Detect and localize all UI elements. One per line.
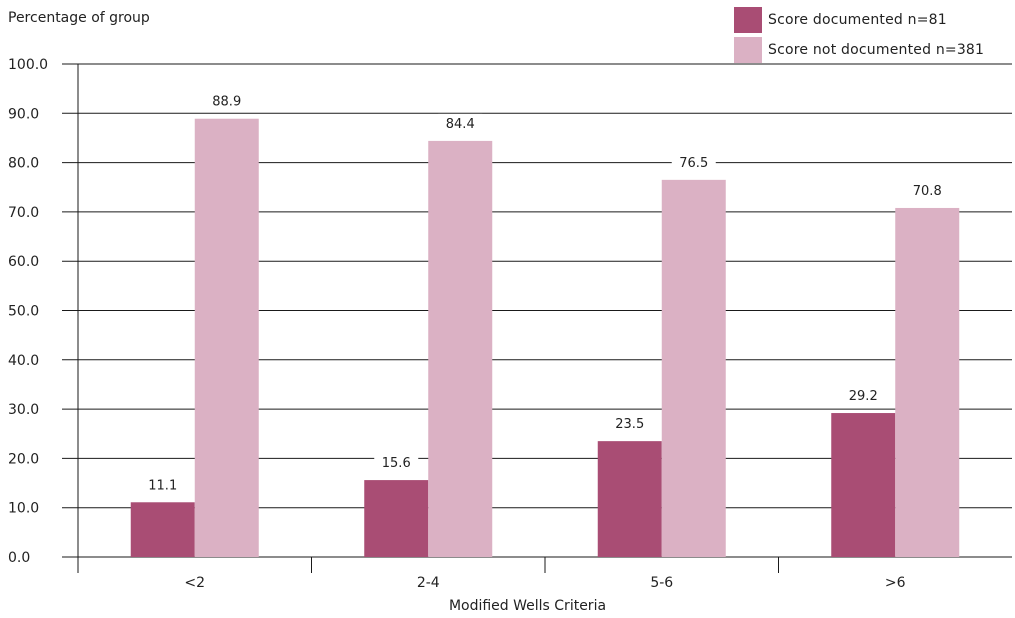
data-label: 29.2: [849, 389, 878, 404]
legend-swatch-documented: [734, 7, 762, 33]
x-tick-label: >6: [885, 575, 906, 591]
bar: [895, 207, 960, 557]
y-tick-label: 20.0: [8, 451, 39, 467]
data-label-bg: [204, 91, 249, 110]
data-label: 76.5: [679, 156, 708, 171]
x-tick-label: 5-6: [650, 575, 673, 591]
bar: [831, 413, 896, 557]
data-label: 23.5: [615, 417, 644, 432]
y-tick-label: 80.0: [8, 156, 39, 172]
data-label-bg: [905, 180, 950, 199]
bar: [364, 480, 429, 557]
legend: Score documented n=81 Score not document…: [734, 6, 984, 66]
data-label: 70.8: [913, 184, 942, 199]
data-label: 88.9: [212, 95, 241, 110]
bar: [130, 502, 195, 557]
y-tick-label: 40.0: [8, 353, 39, 369]
y-tick-label: 0.0: [8, 550, 30, 566]
y-tick-label: 30.0: [8, 402, 39, 418]
y-tick-label: 10.0: [8, 501, 39, 517]
x-axis-title-wrap: Modified Wells Criteria: [0, 598, 1015, 614]
bar: [194, 118, 259, 558]
y-tick-label: 100.0: [8, 57, 48, 73]
data-label-bg: [140, 475, 185, 494]
y-tick-label: 90.0: [8, 106, 39, 122]
y-tick-label: 70.0: [8, 205, 39, 221]
y-tick-label: 60.0: [8, 254, 39, 270]
x-tick-label: 2-4: [417, 575, 440, 591]
bar: [661, 179, 726, 558]
bar: [597, 441, 662, 557]
legend-label-documented: Score documented n=81: [768, 12, 947, 28]
x-axis-title: Modified Wells Criteria: [448, 598, 607, 614]
data-label: 15.6: [382, 456, 411, 471]
data-label-bg: [841, 386, 886, 405]
data-label-bg: [607, 414, 652, 433]
y-tick-label: 50.0: [8, 304, 39, 320]
y-axis-title: Percentage of group: [8, 10, 150, 26]
bar: [428, 140, 493, 557]
data-label: 84.4: [446, 117, 475, 132]
data-label-bg: [671, 152, 716, 171]
legend-label-not-documented: Score not documented n=381: [768, 42, 985, 58]
legend-swatch-not-documented: [734, 37, 762, 63]
data-label: 11.1: [148, 478, 177, 493]
data-label-bg: [438, 113, 483, 132]
legend-item-not-documented: Score not documented n=381: [734, 36, 984, 64]
x-tick-label: <2: [184, 575, 205, 591]
data-label-bg: [374, 453, 419, 472]
legend-item-documented: Score documented n=81: [734, 6, 984, 34]
